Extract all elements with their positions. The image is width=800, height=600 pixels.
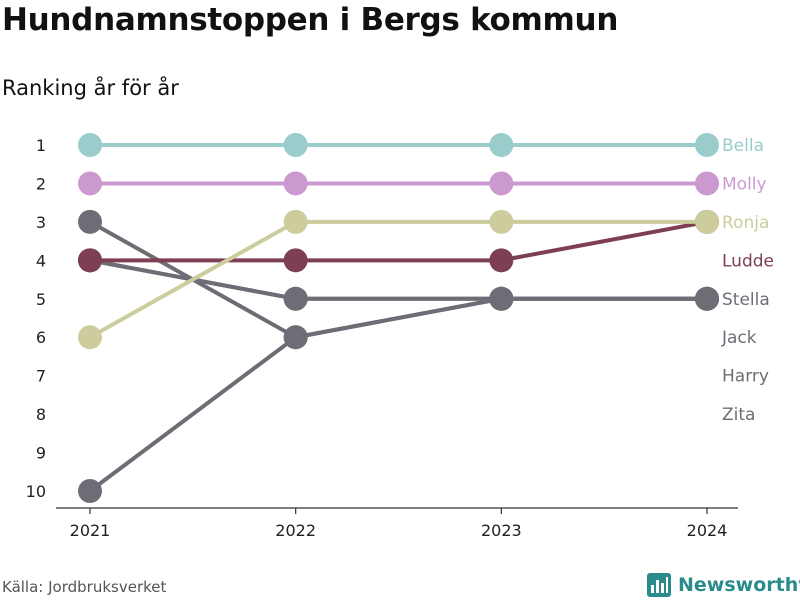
brand-name: Newsworthy [678, 574, 800, 596]
end-label-jack: Jack [721, 328, 757, 348]
data-point-bella [489, 133, 514, 157]
end-label-ludde: Ludde [722, 251, 774, 271]
data-point-ludde [78, 248, 102, 273]
series-lines [88, 143, 709, 493]
data-point-bella [695, 133, 719, 157]
end-label-zita: Zita [722, 405, 755, 425]
y-tick-label: 10 [26, 482, 46, 501]
data-point-ludde [489, 248, 514, 273]
brand-logo: Newsworthy [646, 570, 800, 600]
data-point-stella [489, 286, 514, 311]
chart-title: Hundnamnstoppen i Bergs kommun [2, 2, 619, 38]
series-line-ronja [88, 219, 709, 340]
x-tick-label: 2022 [275, 521, 316, 540]
source-note: Källa: Jordbruksverket [2, 578, 167, 596]
y-tick-label: 7 [36, 367, 46, 386]
series-line-ludde [88, 219, 709, 263]
data-point-ronja [283, 209, 308, 234]
chart-subtitle: Ranking år för år [2, 76, 179, 100]
data-point-ronja [489, 209, 514, 234]
end-label-stella: Stella [722, 290, 770, 310]
y-tick-label: 1 [36, 136, 46, 155]
bar-chart-icon [647, 573, 671, 597]
data-point-ronja [78, 325, 102, 350]
data-point-molly [489, 171, 514, 196]
series-line-stella [88, 258, 709, 301]
x-tick-label: 2023 [481, 521, 522, 540]
y-tick-label: 3 [36, 213, 46, 232]
data-point-molly [78, 171, 102, 196]
data-point-stella [283, 286, 308, 311]
data-point-bella [78, 133, 102, 157]
x-tick-label: 2021 [70, 521, 111, 540]
y-tick-label: 4 [36, 251, 46, 270]
y-tick-label: 6 [36, 328, 46, 347]
end-label-ronja: Ronja [722, 213, 769, 233]
end-label-bella: Bella [722, 136, 764, 156]
y-tick-label: 9 [36, 444, 46, 463]
end-labels: Bella Molly Ronja Ludde Stella Jack Harry Zita [721, 136, 774, 425]
data-point-jack [283, 325, 308, 350]
x-tick-label: 2024 [687, 521, 728, 540]
data-point-ludde [283, 248, 308, 273]
y-tick-label: 2 [36, 174, 46, 193]
end-label-harry: Harry [722, 367, 769, 387]
data-point-jack [78, 479, 102, 503]
series-points [78, 133, 719, 503]
data-point-bella [283, 133, 308, 157]
data-point-harry [78, 209, 102, 234]
data-point-stella [695, 286, 719, 311]
data-point-molly [283, 171, 308, 196]
end-label-molly: Molly [722, 174, 767, 194]
series-line-jack [88, 296, 709, 493]
data-point-ronja [695, 209, 719, 234]
y-tick-label: 8 [36, 405, 46, 424]
axes: 2021 2022 2023 2024 1 2 3 4 5 6 7 8 9 10 [26, 136, 738, 540]
data-point-molly [695, 171, 719, 196]
y-tick-label: 5 [36, 290, 46, 309]
